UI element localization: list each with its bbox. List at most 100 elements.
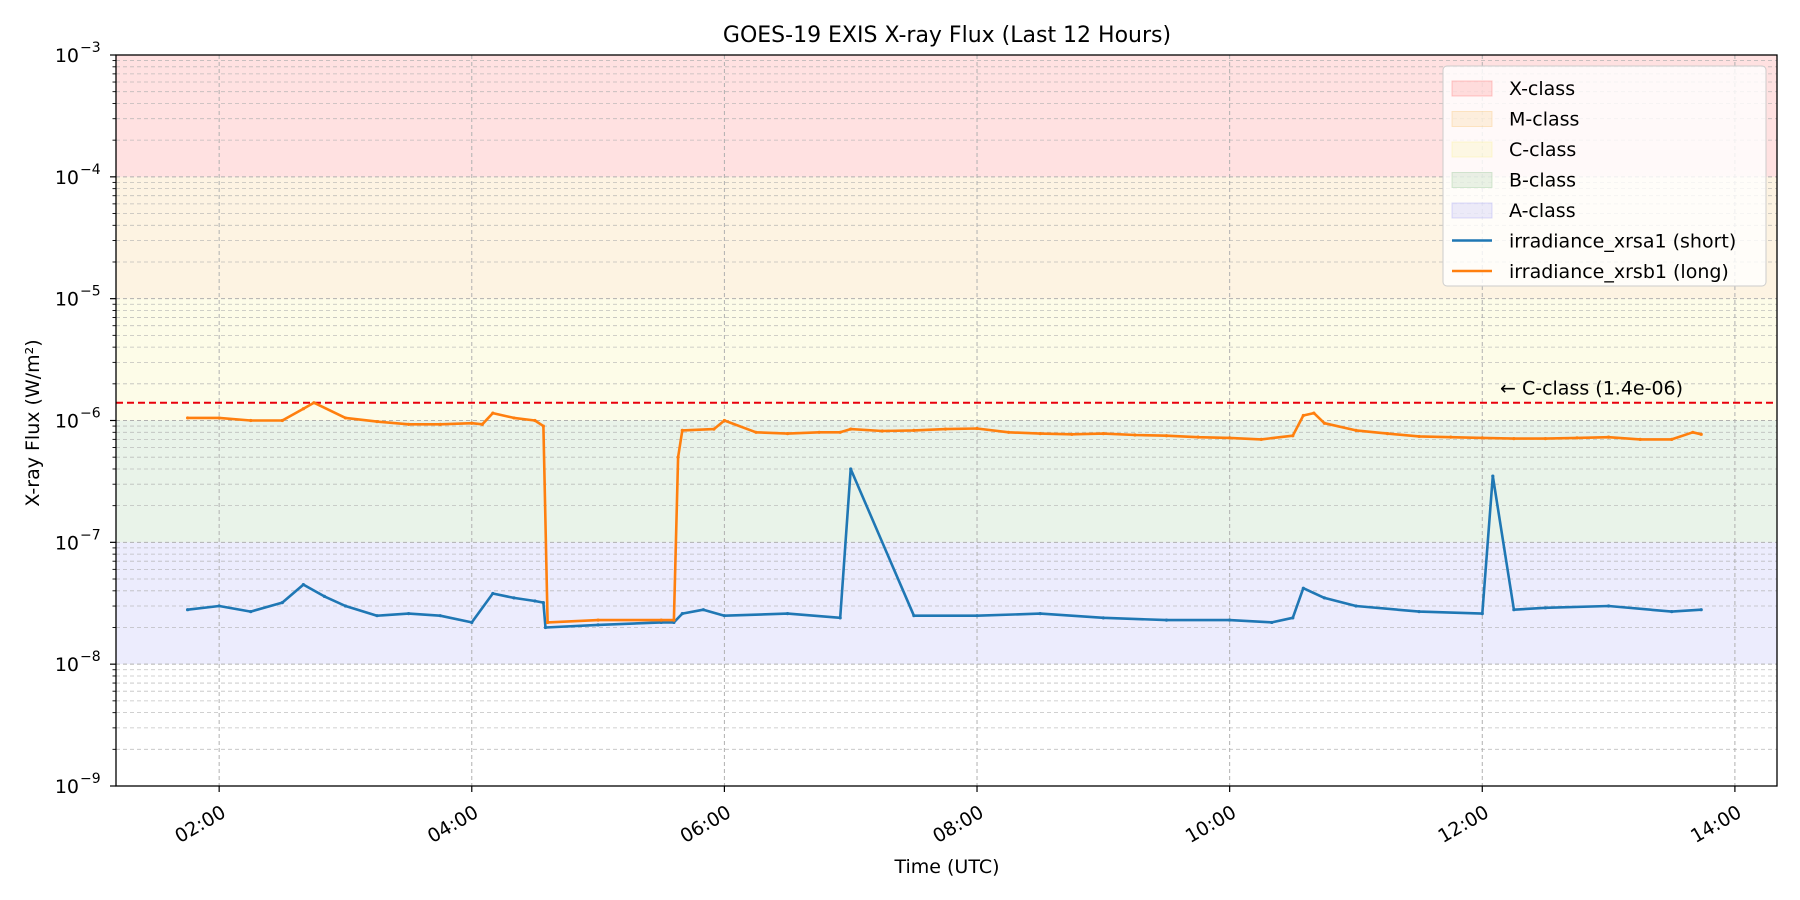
- data-point-xrsb1: [722, 418, 727, 423]
- data-point-xrsa1: [1101, 616, 1105, 620]
- y-tick-exponent: −4: [80, 162, 101, 178]
- data-point-xrsa1: [470, 620, 474, 625]
- legend-label: B-class: [1509, 170, 1576, 192]
- data-point-xrsb1: [1228, 436, 1232, 440]
- x-tick-label: 14:00: [1687, 801, 1745, 847]
- data-point-xrsa1: [680, 612, 684, 616]
- data-point-xrsa1: [280, 601, 284, 605]
- data-point-xrsa1: [1301, 586, 1305, 590]
- data-point-xrsb1: [1196, 435, 1200, 439]
- data-point-xrsa1: [785, 612, 790, 616]
- data-point-xrsb1: [676, 455, 680, 459]
- data-point-xrsa1: [249, 610, 253, 614]
- y-tick-label: 10: [55, 289, 79, 311]
- data-point-xrsb1: [912, 428, 916, 432]
- data-point-xrsa1: [1291, 616, 1295, 620]
- legend-label: M-class: [1509, 109, 1579, 131]
- legend-swatch-c-class: [1451, 141, 1493, 158]
- data-point-xrsa1: [322, 594, 327, 598]
- data-point-xrsb1: [1480, 436, 1484, 440]
- data-point-xrsb1: [1699, 432, 1703, 436]
- x-tick-label: 12:00: [1434, 801, 1492, 847]
- data-layer: ← C-class (1.4e-06): [116, 378, 1777, 630]
- data-point-xrsa1: [1670, 610, 1674, 614]
- x-tick-label: 06:00: [676, 801, 734, 847]
- data-point-xrsa1: [185, 608, 190, 612]
- data-point-xrsb1: [1638, 437, 1642, 441]
- x-tick-label: 04:00: [424, 801, 482, 847]
- data-point-xrsb1: [1543, 437, 1548, 441]
- data-point-xrsb1: [312, 401, 316, 405]
- data-point-xrsa1: [512, 596, 516, 600]
- data-point-xrsb1: [1070, 432, 1074, 436]
- data-point-xrsa1: [659, 620, 663, 625]
- y-tick-base: 10: [55, 411, 79, 433]
- data-point-xrsa1: [838, 616, 842, 620]
- legend-label: X-class: [1509, 78, 1575, 100]
- data-point-xrsb1: [975, 426, 979, 431]
- data-point-xrsb1: [785, 432, 790, 436]
- data-point-xrsa1: [1417, 610, 1421, 614]
- data-point-xrsb1: [533, 418, 537, 423]
- data-point-xrsa1: [438, 614, 442, 618]
- data-point-xrsb1: [817, 430, 821, 434]
- series-line-xrsa1: [187, 467, 1702, 629]
- y-tick-base: 10: [55, 289, 79, 311]
- y-tick-label: 10: [55, 167, 79, 189]
- legend-swatch-a-class: [1451, 202, 1493, 219]
- data-point-xrsa1: [1543, 606, 1548, 610]
- y-tick-base: 10: [55, 532, 79, 554]
- data-point-xrsb1: [541, 424, 545, 428]
- y-tick-label: 10: [55, 45, 79, 67]
- data-point-xrsb1: [407, 422, 411, 426]
- data-point-xrsb1: [1007, 430, 1011, 434]
- data-point-xrsa1: [1270, 620, 1274, 625]
- data-point-xrsb1: [712, 427, 716, 431]
- data-point-xrsa1: [1606, 604, 1611, 608]
- data-point-xrsb1: [849, 427, 853, 431]
- y-tick-label: 10: [55, 776, 79, 798]
- data-point-xrsb1: [1322, 421, 1326, 425]
- legend: X-class M-class C-class B-class A-class irrad…: [1442, 65, 1767, 287]
- data-point-xrsb1: [512, 416, 516, 420]
- data-point-xrsb1: [438, 422, 442, 426]
- x-tick-label: 08:00: [929, 801, 987, 847]
- data-point-xrsb1: [672, 618, 676, 622]
- legend-swatch-m-class: [1451, 111, 1493, 127]
- y-tick-exponent: −5: [80, 284, 101, 300]
- data-point-xrsb1: [480, 422, 484, 426]
- y-tick-exponent: −3: [80, 40, 101, 56]
- legend-box: [1442, 65, 1767, 287]
- y-tick-base: 10: [55, 776, 79, 798]
- y-tick-exponent: −7: [80, 527, 101, 543]
- data-point-xrsb1: [1101, 432, 1105, 436]
- data-point-xrsb1: [1354, 428, 1358, 432]
- data-point-xrsa1: [1164, 618, 1169, 622]
- data-point-xrsb1: [1312, 411, 1316, 415]
- data-point-xrsb1: [185, 416, 190, 420]
- data-point-xrsa1: [672, 620, 676, 625]
- data-point-xrsa1: [375, 614, 379, 618]
- y-tick-base: 10: [55, 654, 79, 676]
- data-point-xrsb1: [301, 407, 305, 411]
- data-point-xrsb1: [880, 429, 884, 433]
- data-point-xrsb1: [680, 428, 684, 432]
- data-point-xrsb1: [838, 430, 842, 434]
- data-point-xrsa1: [491, 591, 495, 596]
- legend-swatch-x-class: [1451, 80, 1493, 97]
- data-point-xrsb1: [343, 416, 348, 420]
- legend-label: A-class: [1509, 200, 1576, 222]
- y-tick-label: 10: [55, 532, 79, 554]
- grid: [116, 54, 1777, 787]
- data-point-xrsa1: [533, 599, 537, 603]
- data-point-xrsb1: [470, 421, 474, 425]
- data-point-xrsb1: [1512, 437, 1516, 441]
- x-tick-label: 10:00: [1182, 801, 1240, 847]
- data-point-xrsa1: [1354, 604, 1358, 608]
- data-point-xrsa1: [1512, 608, 1516, 612]
- data-point-xrsa1: [1491, 474, 1495, 478]
- band-a-class: [116, 542, 1777, 665]
- data-point-xrsa1: [541, 601, 545, 605]
- data-point-xrsb1: [1575, 436, 1579, 440]
